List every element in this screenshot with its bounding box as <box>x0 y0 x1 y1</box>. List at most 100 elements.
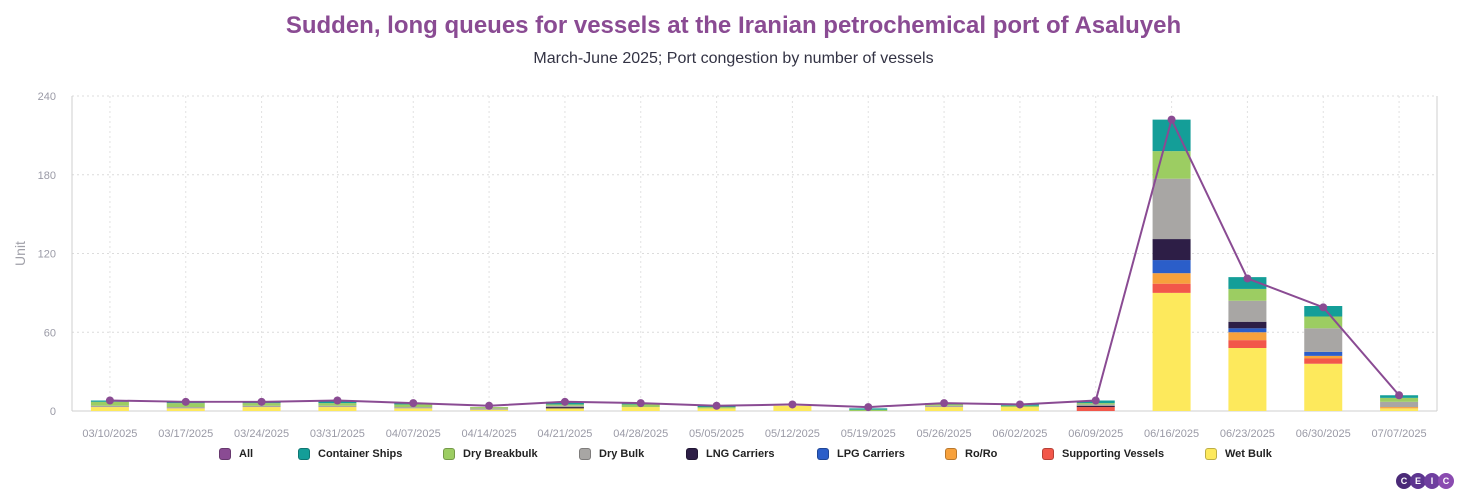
x-tick-label: 05/05/2025 <box>689 428 744 440</box>
legend-item-wet-bulk[interactable]: Wet Bulk <box>1205 448 1272 460</box>
bar-segment-dry-breakbulk <box>1380 397 1419 402</box>
legend-label: Dry Breakbulk <box>463 448 538 460</box>
x-tick-label: 05/19/2025 <box>841 428 896 440</box>
bar-segment-dry-breakbulk <box>1152 151 1191 179</box>
chart-title: Sudden, long queues for vessels at the I… <box>285 12 1182 39</box>
all-series-point <box>1243 274 1252 283</box>
bar-segment-wet-bulk <box>1304 363 1343 411</box>
bar-segment-lng-carriers <box>1152 239 1191 261</box>
bar-segment-wet-bulk <box>1228 348 1267 411</box>
legend-label: LNG Carriers <box>706 448 775 460</box>
bar-segment-dry-breakbulk <box>1304 316 1343 329</box>
bar-segment-dry-bulk <box>1304 328 1343 352</box>
legend-label: Dry Bulk <box>599 448 645 460</box>
all-series-point <box>105 396 114 405</box>
bar-segment-wet-bulk <box>1152 292 1191 411</box>
all-series-point <box>560 397 569 406</box>
legend-item-all[interactable]: All <box>219 448 253 460</box>
legend-item-dry-bulk[interactable]: Dry Bulk <box>579 448 644 460</box>
logo-letter: C <box>1396 473 1412 489</box>
legend-label: Supporting Vessels <box>1062 448 1165 460</box>
legend-item-supporting-vessels[interactable]: Supporting Vessels <box>1042 448 1164 460</box>
all-series-point <box>940 399 949 408</box>
bar-segment-wet-bulk <box>925 407 964 411</box>
bar-segment-wet-bulk <box>1380 408 1419 411</box>
legend-swatch <box>817 448 829 460</box>
bar-stacks <box>90 119 1419 411</box>
y-tick-label: 60 <box>44 327 56 339</box>
all-series-point <box>1091 396 1100 405</box>
legend: All Container Ships Dry Breakbulk Dry Bulk L… <box>0 448 1467 468</box>
all-series-point <box>1319 303 1328 312</box>
legend-swatch <box>1042 448 1054 460</box>
bar-segment-ro-ro <box>1380 407 1419 409</box>
x-tick-label: 04/07/2025 <box>386 428 441 440</box>
x-tick-label: 04/14/2025 <box>462 428 517 440</box>
bar-segment-supporting-vessels <box>1304 358 1343 364</box>
legend-item-container-ships[interactable]: Container Ships <box>298 448 402 460</box>
bar-segment-lng-carriers <box>545 407 584 409</box>
legend-label: LPG Carriers <box>837 448 905 460</box>
x-tick-label: 06/23/2025 <box>1220 428 1275 440</box>
bar-segment-dry-bulk <box>1228 300 1267 322</box>
legend-swatch <box>686 448 698 460</box>
x-tick-label: 06/30/2025 <box>1296 428 1351 440</box>
y-tick-label: 120 <box>38 249 56 261</box>
bar-segment-dry-bulk <box>242 405 281 408</box>
bar-segment-dry-bulk <box>318 405 357 408</box>
y-tick-label: 240 <box>38 91 56 103</box>
x-tick-label: 06/02/2025 <box>992 428 1047 440</box>
grid-lines <box>71 95 1438 412</box>
logo-letter: C <box>1438 473 1454 489</box>
bar-segment-dry-bulk <box>1380 401 1419 408</box>
chart-subtitle: March-June 2025; Port congestion by numb… <box>533 50 934 67</box>
bar-segment-wet-bulk <box>545 408 584 411</box>
bar-segment-ro-ro <box>1152 273 1191 284</box>
y-tick-label: 0 <box>50 406 56 418</box>
legend-swatch <box>945 448 957 460</box>
legend-label: Wet Bulk <box>1225 448 1272 460</box>
all-line <box>105 115 1404 412</box>
legend-item-ro-ro[interactable]: Ro/Ro <box>945 448 997 460</box>
y-tick-label: 180 <box>38 170 56 182</box>
legend-swatch <box>298 448 310 460</box>
all-series-line <box>109 116 1400 409</box>
legend-swatch <box>1205 448 1217 460</box>
bar-segment-dry-bulk <box>394 407 433 409</box>
bar-segment-lpg-carriers <box>1152 260 1191 274</box>
bar-segment-wet-bulk <box>394 408 433 411</box>
all-series-point <box>409 399 418 408</box>
x-tick-label: 03/31/2025 <box>310 428 365 440</box>
bar-segment-wet-bulk <box>166 408 205 411</box>
all-series-point <box>485 401 494 410</box>
legend-swatch <box>219 448 231 460</box>
all-series-point <box>1395 391 1404 400</box>
bar-segment-dry-bulk <box>1076 404 1115 406</box>
bar-segment-supporting-vessels <box>1152 283 1191 293</box>
bar-segment-lng-carriers <box>1228 321 1267 329</box>
y-axis-label: Unit <box>12 241 28 266</box>
x-tick-label: 03/10/2025 <box>82 428 137 440</box>
legend-label: Ro/Ro <box>965 448 998 460</box>
legend-item-lpg-carriers[interactable]: LPG Carriers <box>817 448 905 460</box>
x-tick-label: 06/09/2025 <box>1068 428 1123 440</box>
bar-stack <box>1228 277 1267 411</box>
logo-letter: E <box>1410 473 1426 489</box>
all-series-point <box>712 401 721 410</box>
bar-segment-dry-bulk <box>90 405 129 408</box>
bar-segment-supporting-vessels <box>1076 407 1115 411</box>
legend-item-dry-breakbulk[interactable]: Dry Breakbulk <box>443 448 538 460</box>
bar-segment-wet-bulk <box>621 407 660 411</box>
legend-item-lng-carriers[interactable]: LNG Carriers <box>686 448 774 460</box>
bar-segment-container-ships <box>1228 277 1267 289</box>
x-tick-label: 07/07/2025 <box>1372 428 1427 440</box>
logo-letter: I <box>1424 473 1440 489</box>
bar-segment-lpg-carriers <box>1304 351 1343 356</box>
bar-segment-wet-bulk <box>242 407 281 411</box>
all-series-point <box>864 403 873 412</box>
bar-segment-ro-ro <box>1304 355 1343 359</box>
bar-segment-wet-bulk <box>470 409 509 411</box>
all-series-point <box>181 397 190 406</box>
x-tick-label: 05/26/2025 <box>917 428 972 440</box>
all-series-point <box>1167 115 1176 124</box>
